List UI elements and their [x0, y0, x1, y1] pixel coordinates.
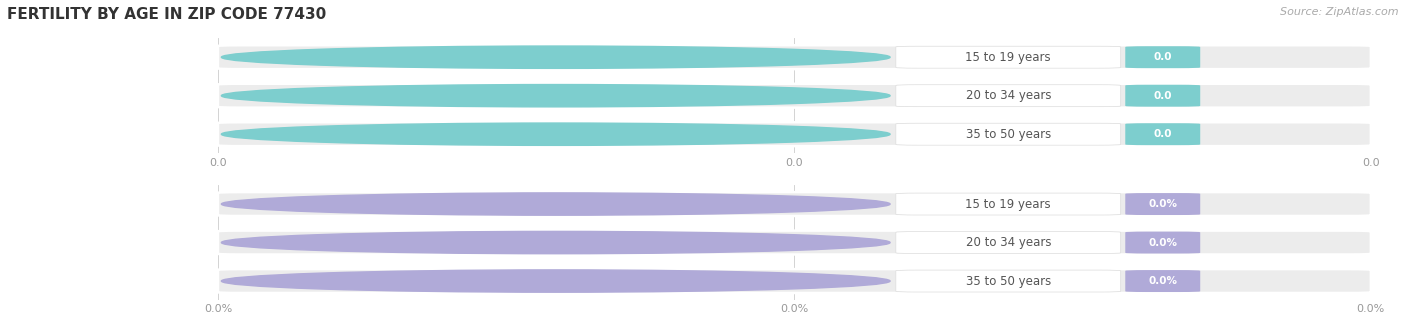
Text: FERTILITY BY AGE IN ZIP CODE 77430: FERTILITY BY AGE IN ZIP CODE 77430 [7, 7, 326, 21]
Circle shape [221, 193, 890, 215]
FancyBboxPatch shape [1125, 123, 1201, 145]
FancyBboxPatch shape [218, 269, 1371, 293]
FancyBboxPatch shape [896, 123, 1121, 145]
FancyBboxPatch shape [218, 45, 1371, 69]
Text: 15 to 19 years: 15 to 19 years [966, 198, 1052, 211]
FancyBboxPatch shape [896, 232, 1121, 253]
Text: 35 to 50 years: 35 to 50 years [966, 275, 1050, 287]
Circle shape [221, 231, 890, 254]
FancyBboxPatch shape [218, 231, 1371, 254]
Circle shape [221, 46, 890, 68]
Text: 20 to 34 years: 20 to 34 years [966, 236, 1052, 249]
Text: Source: ZipAtlas.com: Source: ZipAtlas.com [1281, 7, 1399, 16]
Text: 0.0%: 0.0% [1149, 199, 1177, 209]
FancyBboxPatch shape [1125, 85, 1201, 107]
FancyBboxPatch shape [896, 270, 1121, 292]
Text: 0.0: 0.0 [1153, 91, 1173, 101]
FancyBboxPatch shape [1125, 232, 1201, 253]
Text: 35 to 50 years: 35 to 50 years [966, 128, 1050, 141]
Text: 0.0%: 0.0% [1149, 238, 1177, 248]
Circle shape [221, 270, 890, 292]
FancyBboxPatch shape [218, 122, 1371, 146]
FancyBboxPatch shape [218, 192, 1371, 216]
FancyBboxPatch shape [1125, 270, 1201, 292]
FancyBboxPatch shape [1125, 193, 1201, 215]
FancyBboxPatch shape [896, 193, 1121, 215]
FancyBboxPatch shape [896, 46, 1121, 68]
FancyBboxPatch shape [218, 84, 1371, 108]
Circle shape [221, 123, 890, 145]
Circle shape [221, 84, 890, 107]
Text: 0.0: 0.0 [1153, 52, 1173, 62]
FancyBboxPatch shape [896, 85, 1121, 107]
Text: 15 to 19 years: 15 to 19 years [966, 51, 1052, 64]
FancyBboxPatch shape [1125, 46, 1201, 68]
Text: 0.0: 0.0 [1153, 129, 1173, 139]
Text: 0.0%: 0.0% [1149, 276, 1177, 286]
Text: 20 to 34 years: 20 to 34 years [966, 89, 1052, 102]
